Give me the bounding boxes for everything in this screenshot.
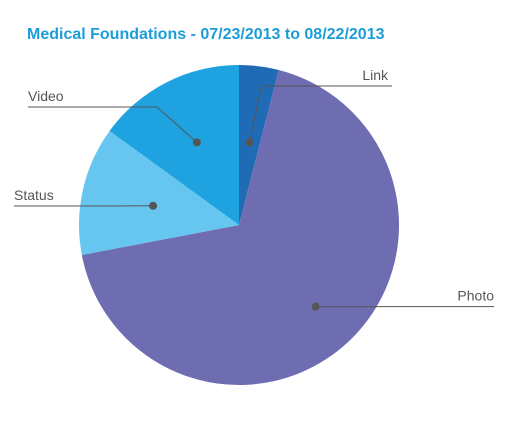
chart-title: Medical Foundations - 07/23/2013 to 08/2… (27, 26, 385, 43)
leader-link (245, 85, 392, 147)
leader-dot-video (192, 138, 201, 147)
pie-slice-link (239, 65, 279, 225)
pie-slice-status (79, 130, 239, 255)
leader-photo (311, 302, 494, 311)
leader-status (14, 201, 158, 210)
pie-slice-video (109, 65, 239, 225)
leader-dot-photo (311, 302, 320, 311)
leader-dot-status (149, 201, 158, 210)
leader-video (28, 106, 201, 147)
slice-label-video: Video (28, 88, 64, 104)
leader-dot-link (245, 138, 254, 147)
slice-label-photo: Photo (457, 288, 494, 304)
slice-label-link: Link (362, 67, 389, 83)
slice-label-status: Status (14, 187, 54, 203)
